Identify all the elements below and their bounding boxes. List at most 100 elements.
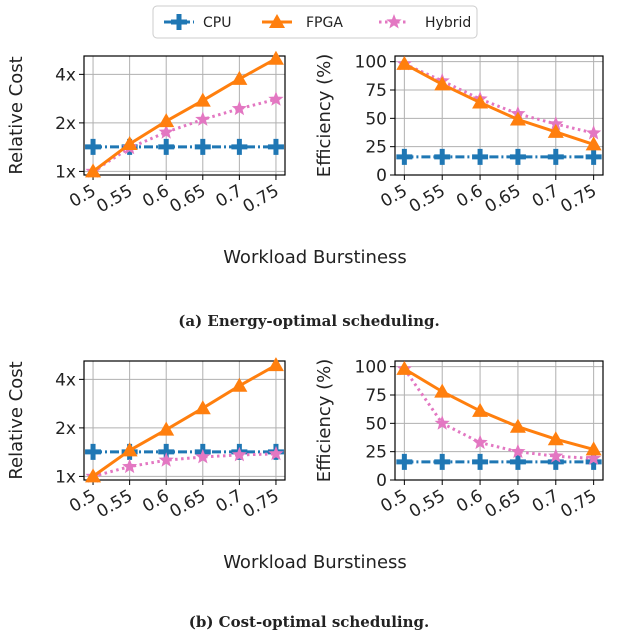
point-cpu [231, 138, 248, 155]
plot-frame [83, 360, 286, 481]
point-fpga [194, 400, 211, 415]
y-tick-label: 25 [365, 443, 387, 463]
point-fpga [396, 55, 413, 70]
x-tick-label: 0.6 [139, 181, 172, 212]
y-tick-label: 4x [55, 370, 76, 390]
y-axis-label: Relative Cost [6, 56, 27, 174]
x-tick-label: 0.6 [453, 486, 486, 517]
point-fpga [585, 441, 602, 456]
point-cpu [158, 138, 175, 155]
x-tick-label: 0.5 [66, 181, 99, 212]
point-hybrid [195, 449, 211, 464]
x-tick-label: 0.55 [406, 486, 449, 522]
point-fpga [158, 421, 175, 436]
plot-frame [83, 55, 286, 176]
x-tick-label: 0.65 [167, 486, 210, 522]
x-tick-label: 0.7 [529, 486, 562, 517]
plot-frame [394, 55, 604, 176]
point-hybrid [122, 458, 138, 474]
point-fpga [472, 402, 489, 417]
x-tick-label: 0.75 [240, 486, 283, 522]
point-cpu [509, 453, 526, 470]
caption-a: (a) Energy-optimal scheduling. [178, 312, 439, 330]
legend-marker-hybrid [386, 14, 402, 29]
point-fpga [434, 383, 451, 398]
point-fpga [231, 377, 248, 392]
y-tick-label: 4x [55, 65, 76, 85]
point-hybrid [434, 415, 450, 430]
series-line-hybrid [403, 368, 594, 460]
point-hybrid [510, 443, 526, 459]
x-tick-label: 0.65 [482, 181, 525, 217]
x-tick-label: 0.65 [167, 181, 210, 217]
point-cpu [585, 148, 602, 165]
legend: CPU FPGA Hybrid [152, 5, 478, 39]
point-hybrid [158, 124, 174, 139]
y-tick-label: 100 [355, 53, 387, 73]
y-tick-label: 1x [55, 162, 76, 182]
point-hybrid [195, 111, 211, 126]
point-fpga [267, 50, 284, 65]
x-tick-label: 0.6 [453, 181, 486, 212]
point-cpu [85, 138, 102, 155]
series-line-fpga [403, 367, 594, 451]
point-fpga [396, 360, 413, 375]
y-tick-label: 2x [55, 114, 76, 134]
panel-a-cost: 1x 2x 4x 0.50.55 0.60.65 0.70.75 Relative Cost [6, 50, 286, 217]
legend-marker-fpga [269, 14, 285, 28]
y-tick-label: 0 [376, 166, 387, 186]
y-tick-label: 100 [355, 358, 387, 378]
shared-xlabel-b: Workload Burstiness [223, 552, 407, 573]
x-tick-label: 0.5 [66, 486, 99, 517]
point-hybrid [231, 100, 247, 116]
y-axis-label: Efficiency (%) [314, 359, 335, 483]
point-fpga [472, 94, 489, 109]
point-hybrid [268, 91, 284, 106]
point-fpga [585, 136, 602, 151]
y-axis-label: Relative Cost [6, 361, 27, 479]
y-tick-label: 0 [376, 471, 387, 491]
series-line-hybrid [92, 452, 277, 478]
panel-b-cost: 1x 2x 4x 0.50.55 0.60.65 0.70.75 Relative Cost [6, 357, 286, 522]
x-tick-label: 0.7 [529, 181, 562, 212]
point-hybrid [586, 450, 602, 465]
point-fpga [267, 357, 284, 372]
x-tick-label: 0.7 [212, 181, 245, 212]
caption-b: (b) Cost-optimal scheduling. [189, 613, 430, 631]
point-cpu [509, 148, 526, 165]
y-tick-label: 50 [365, 109, 387, 129]
point-cpu [85, 443, 102, 460]
point-cpu [396, 453, 413, 470]
point-fpga [121, 135, 138, 150]
point-fpga [194, 92, 211, 107]
y-tick-label: 75 [365, 81, 387, 101]
legend-marker-cpu [171, 14, 187, 30]
point-cpu [547, 148, 564, 165]
series-line-fpga [403, 62, 595, 146]
point-hybrid [231, 446, 247, 462]
point-fpga [85, 163, 102, 178]
x-tick-label: 0.55 [93, 181, 136, 217]
shared-xlabel-a: Workload Burstiness [223, 247, 407, 268]
point-cpu [194, 138, 211, 155]
legend-label-hybrid: Hybrid [425, 15, 471, 31]
plot-frame [394, 360, 604, 481]
x-tick-label: 0.55 [406, 181, 449, 217]
y-tick-label: 75 [365, 386, 387, 406]
point-fpga [547, 431, 564, 446]
legend-label-fpga: FPGA [306, 15, 343, 31]
point-cpu [267, 138, 284, 155]
x-tick-label: 0.75 [557, 181, 600, 217]
point-cpu [434, 148, 451, 165]
point-hybrid [548, 448, 564, 463]
series-line-fpga [92, 363, 277, 478]
point-fpga [158, 113, 175, 128]
y-tick-label: 25 [365, 138, 387, 158]
point-cpu [396, 148, 413, 165]
y-tick-label: 2x [55, 419, 76, 439]
y-axis-label: Efficiency (%) [314, 54, 335, 178]
